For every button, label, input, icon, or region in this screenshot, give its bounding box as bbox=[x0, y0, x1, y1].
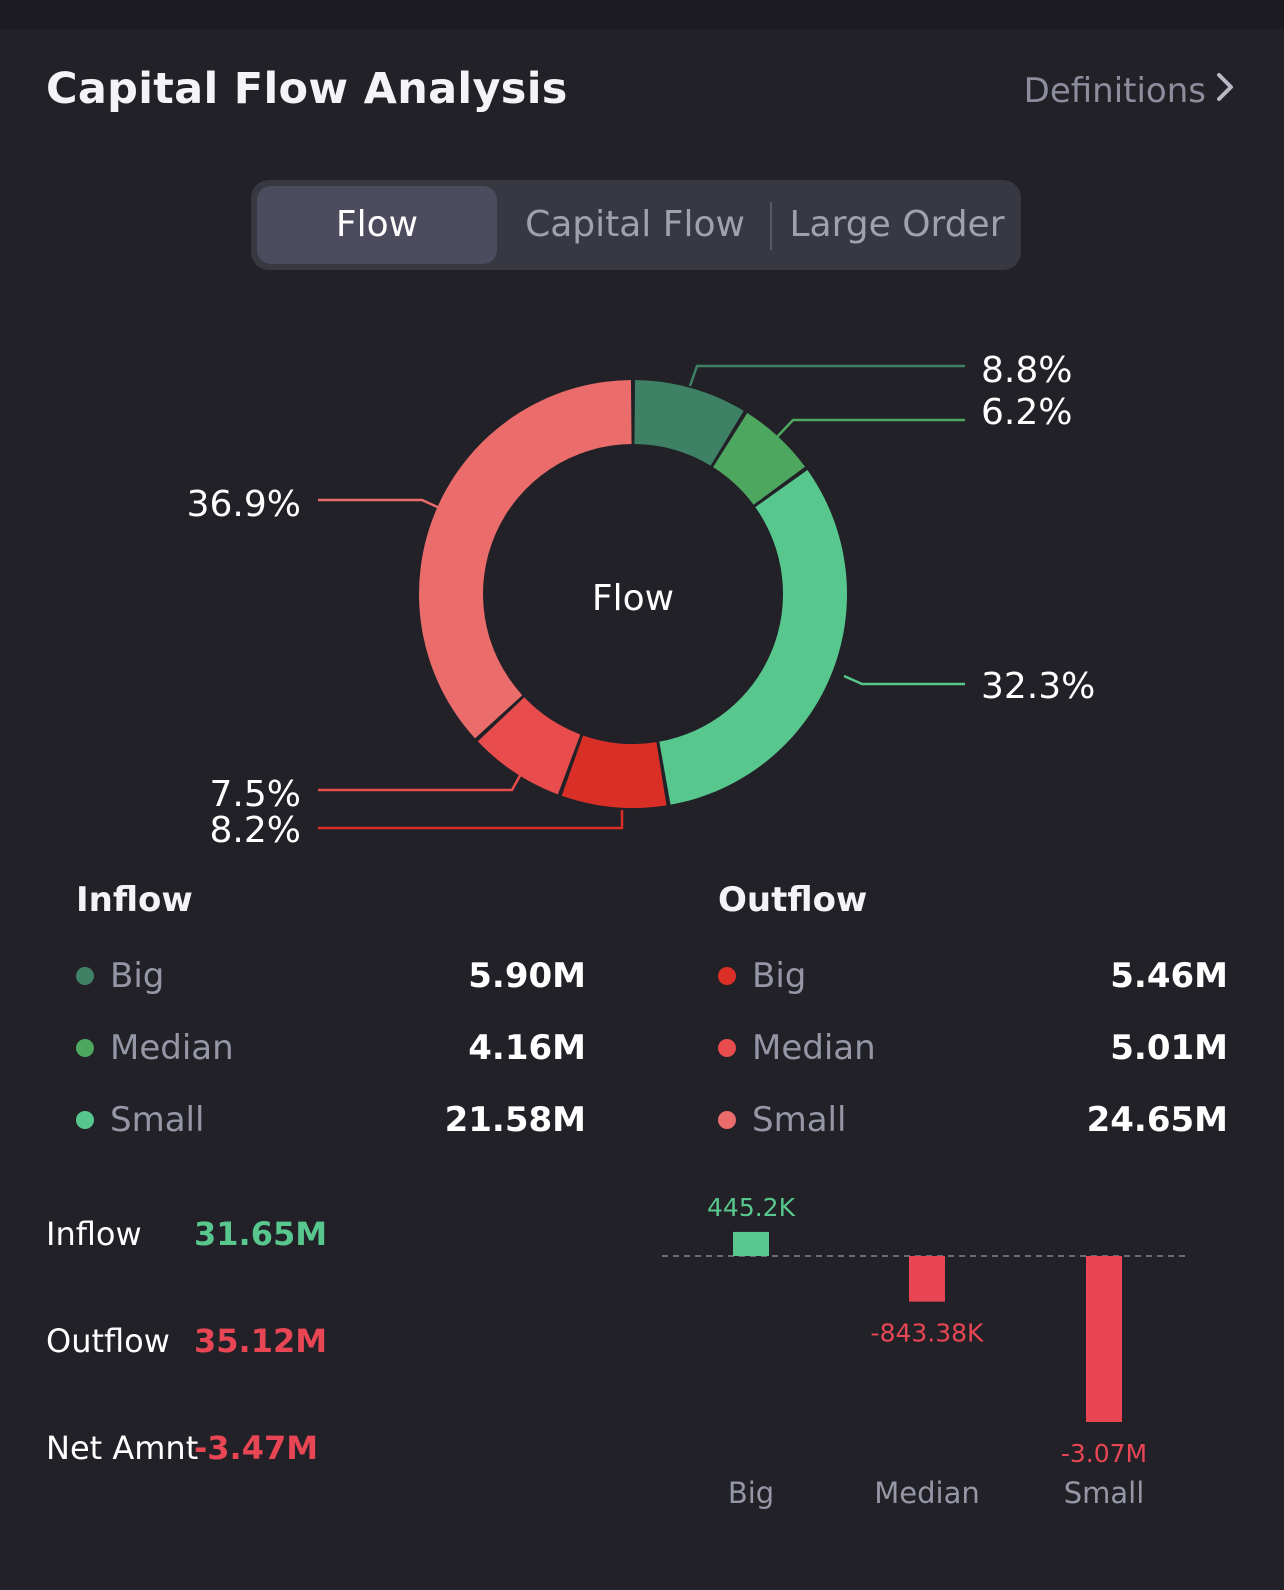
row-label: Median bbox=[110, 1028, 234, 1068]
pct-inflow-big: 8.8% bbox=[981, 350, 1072, 391]
bar-value-label: -3.07M bbox=[1061, 1439, 1147, 1468]
row-label: Small bbox=[110, 1100, 205, 1140]
tab-capital-flow[interactable]: Capital Flow bbox=[525, 204, 745, 245]
row-label: Big bbox=[752, 956, 807, 996]
totals-label: Net Amnt bbox=[46, 1429, 199, 1467]
chevron-right-icon bbox=[1216, 70, 1234, 111]
tab-large-order[interactable]: Large Order bbox=[789, 204, 1005, 245]
definitions-label: Definitions bbox=[1023, 70, 1206, 111]
totals-value: -3.47M bbox=[194, 1429, 319, 1467]
view-tabs: Flow Capital Flow Large Order bbox=[251, 180, 1021, 270]
row-label: Small bbox=[752, 1100, 847, 1140]
bar-value-label: 445.2K bbox=[707, 1193, 796, 1222]
leader-line-inflow-median bbox=[775, 418, 965, 439]
outflow-row-median: Median 5.01M bbox=[718, 1012, 1228, 1084]
pct-outflow-big: 8.2% bbox=[210, 810, 301, 851]
legend-dot-icon bbox=[76, 1039, 94, 1057]
donut-segment-outflow-median[interactable] bbox=[477, 697, 581, 795]
donut-segment-inflow-median[interactable] bbox=[713, 413, 806, 505]
row-label: Big bbox=[110, 956, 165, 996]
bar-big[interactable] bbox=[733, 1231, 769, 1256]
bar-value-label: -843.38K bbox=[871, 1319, 984, 1348]
bar-median[interactable] bbox=[909, 1256, 945, 1302]
leader-line-outflow-big bbox=[318, 810, 624, 830]
inflow-row-big: Big 5.90M bbox=[76, 940, 586, 1012]
totals-row-net: Net Amnt -3.47M bbox=[46, 1429, 327, 1536]
donut-segment-outflow-small[interactable] bbox=[418, 380, 632, 739]
donut-segment-outflow-big[interactable] bbox=[561, 735, 667, 808]
row-value: 21.58M bbox=[444, 1100, 586, 1140]
totals-label: Outflow bbox=[46, 1322, 170, 1360]
row-value: 4.16M bbox=[468, 1028, 586, 1068]
row-value: 5.46M bbox=[1110, 956, 1228, 996]
row-value: 5.90M bbox=[468, 956, 586, 996]
flow-donut-chart: Flow 8.8% 6.2% 32.3% 8.2% 7.5% 36.9% bbox=[187, 350, 1096, 851]
leader-line-inflow-big bbox=[688, 364, 965, 387]
donut-segment-inflow-small[interactable] bbox=[659, 470, 847, 805]
bar-category-label: Big bbox=[728, 1476, 774, 1510]
totals-label: Inflow bbox=[46, 1215, 142, 1253]
top-strip bbox=[0, 0, 1284, 30]
inflow-row-small: Small 21.58M bbox=[76, 1084, 586, 1156]
net-flow-bar-chart: 445.2K Big -843.38K Median -3.07M Small bbox=[662, 1193, 1190, 1510]
totals-row-inflow: Inflow 31.65M bbox=[46, 1215, 327, 1322]
pct-inflow-median: 6.2% bbox=[981, 392, 1072, 433]
tab-flow[interactable]: Flow bbox=[257, 186, 497, 264]
pct-outflow-median: 7.5% bbox=[210, 774, 301, 815]
bar-category-label: Median bbox=[874, 1476, 979, 1510]
page-title: Capital Flow Analysis bbox=[46, 64, 568, 114]
outflow-row-small: Small 24.65M bbox=[718, 1084, 1228, 1156]
legend-dot-icon bbox=[718, 1039, 736, 1057]
legend-dot-icon bbox=[76, 1111, 94, 1129]
row-value: 24.65M bbox=[1086, 1100, 1228, 1140]
inflow-row-median: Median 4.16M bbox=[76, 1012, 586, 1084]
outflow-row-big: Big 5.46M bbox=[718, 940, 1228, 1012]
row-value: 5.01M bbox=[1110, 1028, 1228, 1068]
bar-category-label: Small bbox=[1064, 1476, 1145, 1510]
legend-dot-icon bbox=[718, 1111, 736, 1129]
totals-row-outflow: Outflow 35.12M bbox=[46, 1322, 327, 1429]
inflow-heading: Inflow bbox=[76, 880, 193, 920]
leader-line-outflow-median bbox=[318, 771, 524, 792]
totals-value: 35.12M bbox=[194, 1322, 328, 1360]
leader-line-outflow-small bbox=[318, 498, 445, 512]
pct-outflow-small: 36.9% bbox=[187, 484, 301, 525]
totals-value: 31.65M bbox=[194, 1215, 328, 1253]
leader-line-inflow-small bbox=[843, 674, 965, 686]
legend-dot-icon bbox=[76, 967, 94, 985]
donut-segment-inflow-big[interactable] bbox=[634, 380, 744, 466]
pct-inflow-small: 32.3% bbox=[981, 666, 1095, 707]
bar-small[interactable] bbox=[1086, 1256, 1122, 1422]
row-label: Median bbox=[752, 1028, 876, 1068]
totals-summary: Inflow 31.65M Outflow 35.12M Net Amnt -3… bbox=[46, 1215, 327, 1536]
legend-dot-icon bbox=[718, 967, 736, 985]
outflow-heading: Outflow bbox=[718, 880, 868, 920]
donut-center-label: Flow bbox=[592, 578, 674, 619]
definitions-link[interactable]: Definitions bbox=[1024, 70, 1234, 111]
outflow-table: Outflow Big 5.46M Median 5.01M Small 24.… bbox=[718, 880, 1228, 1156]
tab-divider bbox=[770, 202, 772, 250]
inflow-table: Inflow Big 5.90M Median 4.16M Small 21.5… bbox=[76, 880, 586, 1156]
